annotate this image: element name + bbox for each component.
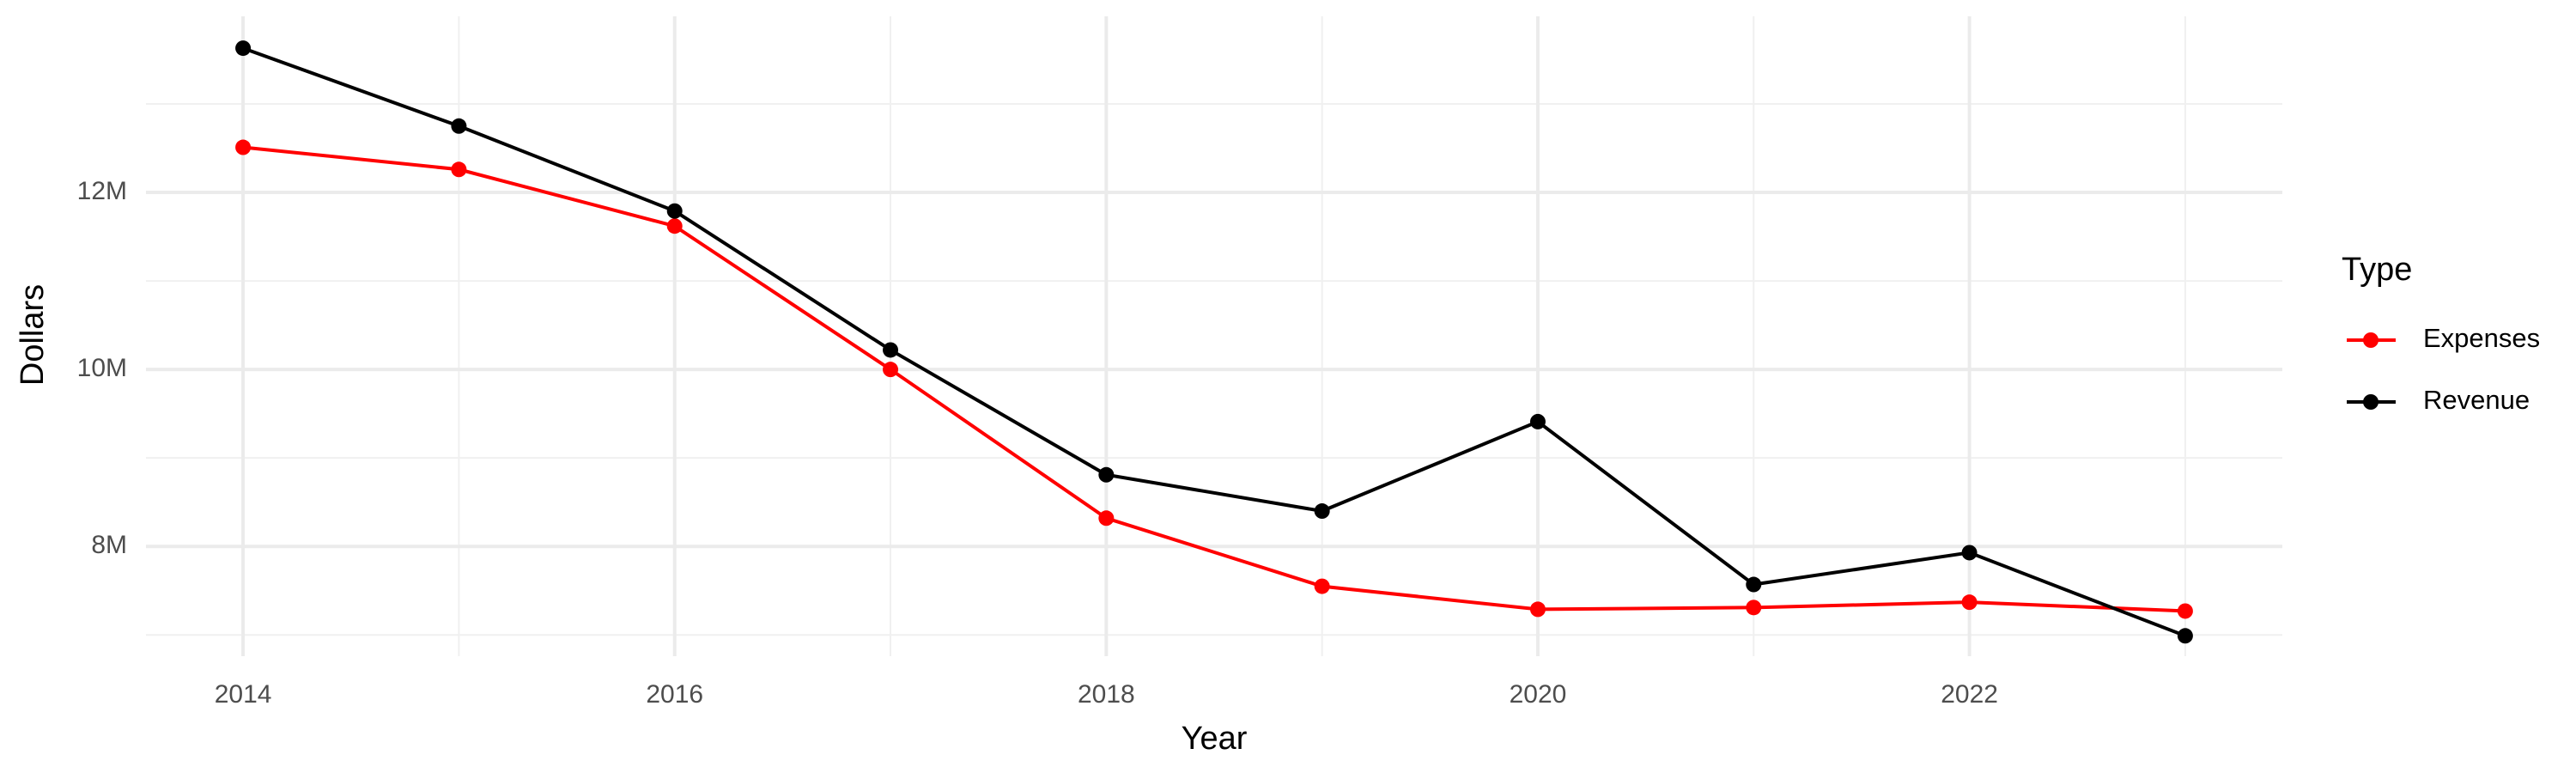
- data-point: [1529, 413, 1546, 429]
- data-point: [235, 40, 252, 57]
- data-point: [1098, 466, 1115, 483]
- data-point: [1529, 601, 1546, 618]
- x-tick-label: 2020: [1510, 680, 1567, 709]
- data-point: [2177, 603, 2193, 619]
- x-tick-label: 2014: [215, 680, 272, 709]
- data-point: [1961, 545, 1978, 561]
- x-tick-label: 2022: [1941, 680, 1998, 709]
- legend-title: Type: [2342, 252, 2412, 288]
- x-tick-label: 2016: [646, 680, 703, 709]
- y-axis-title: Dollars: [15, 284, 51, 386]
- y-tick-label: 10M: [77, 354, 127, 382]
- data-point: [1746, 576, 1762, 593]
- data-point: [1098, 510, 1115, 526]
- data-point: [883, 342, 899, 358]
- legend-label: Expenses: [2423, 323, 2540, 353]
- series-line: [242, 46, 2186, 638]
- legend-label: Revenue: [2423, 385, 2530, 415]
- data-point: [883, 362, 899, 378]
- data-point: [1746, 600, 1762, 616]
- y-tick-label: 12M: [77, 177, 127, 205]
- data-point: [2177, 628, 2193, 644]
- series-line: [242, 145, 2185, 613]
- legend-key-point: [2363, 394, 2379, 410]
- data-point: [451, 161, 467, 178]
- data-point: [666, 203, 683, 219]
- x-axis-title: Year: [1182, 721, 1248, 757]
- data-point: [1314, 503, 1330, 520]
- x-tick-label: 2018: [1078, 680, 1135, 709]
- data-point: [1314, 578, 1330, 594]
- legend-key-point: [2363, 332, 2379, 348]
- y-tick-label: 8M: [91, 531, 127, 559]
- data-point: [666, 218, 683, 234]
- data-point: [1961, 594, 1978, 611]
- data-point: [451, 118, 467, 134]
- data-point: [235, 139, 252, 155]
